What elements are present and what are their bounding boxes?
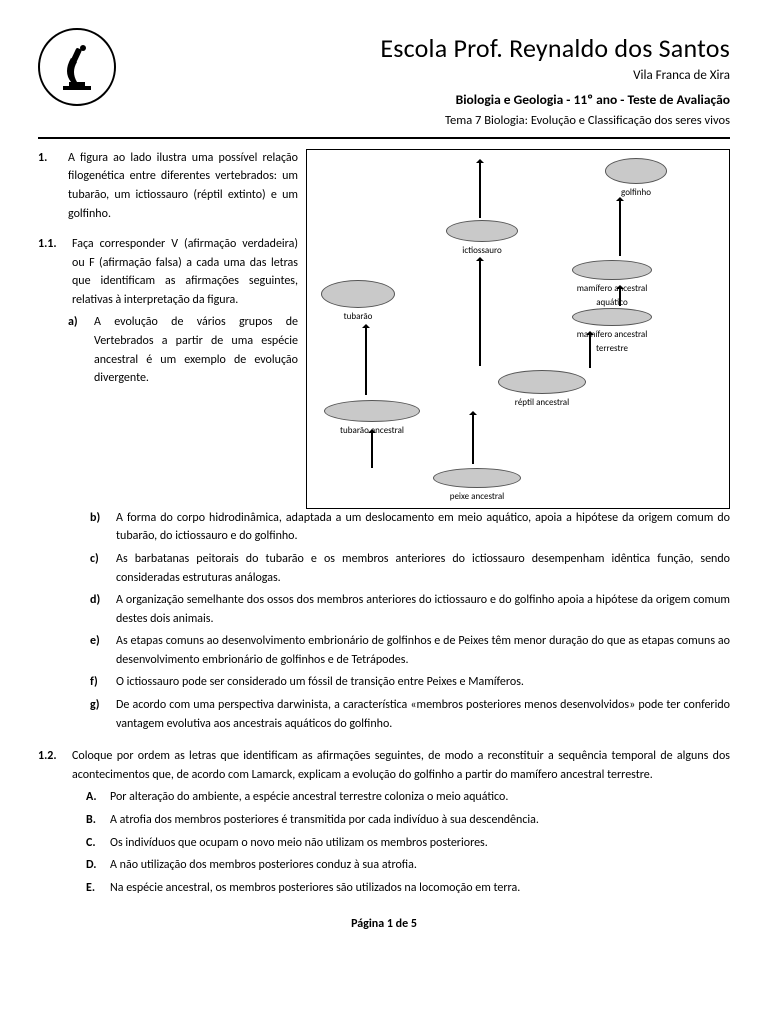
item-label: B. bbox=[86, 811, 102, 830]
arrow bbox=[365, 325, 367, 395]
arrow bbox=[479, 258, 481, 366]
item-text: Os indivíduos que ocupam o novo meio não… bbox=[110, 834, 488, 853]
q1-2-list: A. Por alteração do ambiente, a espécie a… bbox=[38, 788, 730, 897]
q1-number: 1. bbox=[38, 149, 60, 223]
organism-golfinho: golfinho bbox=[597, 158, 675, 200]
item-text: A atrofia dos membros posteriores é tran… bbox=[110, 811, 539, 830]
city: Vila Franca de Xira bbox=[128, 66, 730, 86]
q1-2-item: B. A atrofia dos membros posteriores é tr… bbox=[86, 811, 730, 830]
subject-line: Biologia e Geologia - 11º ano - Teste de… bbox=[128, 90, 730, 111]
item-text: O ictiossauro pode ser considerado um fó… bbox=[116, 673, 524, 692]
item-text: As etapas comuns ao desenvolvimento embr… bbox=[116, 632, 730, 669]
organism-peixe: peixe ancestral bbox=[422, 468, 532, 504]
item-label: a) bbox=[68, 313, 86, 387]
item-label: E. bbox=[86, 879, 102, 898]
item-text: Por alteração do ambiente, a espécie anc… bbox=[110, 788, 508, 807]
item-label: C. bbox=[86, 834, 102, 853]
arrow bbox=[472, 412, 474, 464]
item-label: D. bbox=[86, 856, 102, 875]
organism-label: mamífero ancestral aquático bbox=[562, 282, 662, 310]
q1-1-item: g)De acordo com uma perspectiva darwinis… bbox=[90, 696, 730, 733]
q1-1-item: f) O ictiossauro pode ser considerado um … bbox=[90, 673, 730, 692]
item-text: As barbatanas peitorais do tubarão e os … bbox=[116, 550, 730, 587]
microscope-icon bbox=[56, 42, 98, 92]
organism-label: peixe ancestral bbox=[422, 490, 532, 504]
item-label: f) bbox=[90, 673, 108, 692]
q1-1-number: 1.1. bbox=[38, 235, 64, 309]
organism-label: tubarão bbox=[312, 310, 404, 324]
organism-label: réptil ancestral bbox=[487, 396, 597, 410]
q1-1-item: d)A organização semelhante dos ossos dos… bbox=[90, 591, 730, 628]
arrow bbox=[619, 198, 621, 256]
organism-label: golfinho bbox=[597, 186, 675, 200]
q1-2-number: 1.2. bbox=[38, 747, 64, 784]
q1-1-item: e)As etapas comuns ao desenvolvimento em… bbox=[90, 632, 730, 669]
item-label: d) bbox=[90, 591, 108, 628]
q1-2-item: D. A não utilização dos membros posterior… bbox=[86, 856, 730, 875]
page-footer: Página 1 de 5 bbox=[38, 915, 730, 934]
q1-2-item: E. Na espécie ancestral, os membros poste… bbox=[86, 879, 730, 898]
q1-1-item: c)As barbatanas peitorais do tubarão e o… bbox=[90, 550, 730, 587]
organism-mam_aq: mamífero ancestral aquático bbox=[562, 260, 662, 310]
item-text: De acordo com uma perspectiva darwinista… bbox=[116, 696, 730, 733]
item-text: A organização semelhante dos ossos dos m… bbox=[116, 591, 730, 628]
organism-ictiossauro: ictiossauro bbox=[437, 220, 527, 258]
item-label: b) bbox=[90, 509, 108, 546]
organism-label: ictiossauro bbox=[437, 244, 527, 258]
item-label: c) bbox=[90, 550, 108, 587]
school-name: Escola Prof. Reynaldo dos Santos bbox=[128, 28, 730, 68]
organism-tub_anc: tubarão ancestral bbox=[312, 400, 432, 438]
item-text: A não utilização dos membros posteriores… bbox=[110, 856, 417, 875]
q1-1-item: b)A forma do corpo hidrodinâmica, adapta… bbox=[90, 509, 730, 546]
school-logo bbox=[38, 28, 116, 106]
organism-mam_ter: mamífero ancestral terrestre bbox=[562, 308, 662, 356]
theme-line: Tema 7 Biologia: Evolução e Classificaçã… bbox=[128, 111, 730, 130]
item-text: A evolução de vários grupos de Vertebrad… bbox=[94, 313, 298, 387]
organism-label: tubarão ancestral bbox=[312, 424, 432, 438]
q1-1-item: a)A evolução de vários grupos de Vertebr… bbox=[68, 313, 298, 387]
q1-1-text: Faça corresponder V (afirmação verdadeir… bbox=[72, 235, 298, 309]
q1-2-item: A. Por alteração do ambiente, a espécie a… bbox=[86, 788, 730, 807]
q1-2-text: Coloque por ordem as letras que identifi… bbox=[72, 747, 730, 784]
organism-tubarao: tubarão bbox=[312, 280, 404, 324]
arrow bbox=[479, 160, 481, 218]
header-rule bbox=[38, 137, 730, 139]
q1-1-list-rest: b)A forma do corpo hidrodinâmica, adapta… bbox=[38, 509, 730, 734]
item-label: g) bbox=[90, 696, 108, 733]
organism-label: mamífero ancestral terrestre bbox=[562, 328, 662, 356]
item-text: A forma do corpo hidrodinâmica, adaptada… bbox=[116, 509, 730, 546]
item-label: A. bbox=[86, 788, 102, 807]
item-label: e) bbox=[90, 632, 108, 669]
phylogeny-diagram: golfinho ictiossauro mamífero ancestral aq… bbox=[306, 149, 730, 509]
page-header: Escola Prof. Reynaldo dos Santos Vila Fr… bbox=[38, 28, 730, 131]
q1-2-item: C. Os indivíduos que ocupam o novo meio n… bbox=[86, 834, 730, 853]
q1-text: A figura ao lado ilustra uma possível re… bbox=[68, 149, 298, 223]
item-text: Na espécie ancestral, os membros posteri… bbox=[110, 879, 520, 898]
q1-1-list-left: a)A evolução de vários grupos de Vertebr… bbox=[38, 313, 298, 387]
organism-reptil: réptil ancestral bbox=[487, 370, 597, 410]
